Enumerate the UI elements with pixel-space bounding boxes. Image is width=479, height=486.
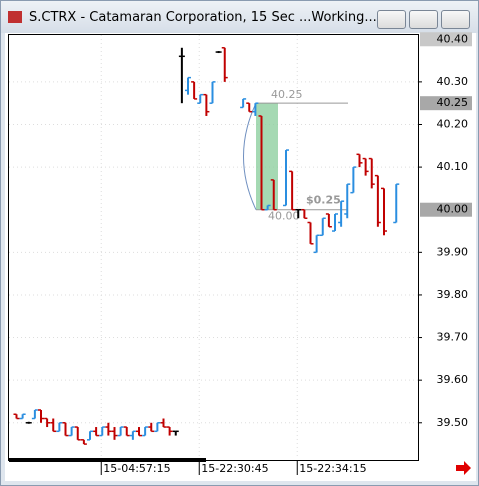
measure-change-label: $0.25 (306, 194, 341, 207)
close-button[interactable] (441, 10, 470, 29)
price-marker-label: 40.25 (437, 96, 469, 109)
x-tick-label: 15-22:34:15 (299, 462, 366, 475)
price-marker (420, 202, 472, 217)
price-marker-label: 40.40 (437, 32, 469, 45)
measure-arc (243, 102, 257, 210)
app-icon (8, 11, 22, 23)
scroll-arrow[interactable] (456, 461, 471, 475)
y-tick-label: 39.70 (437, 331, 469, 344)
plot-frame (8, 34, 419, 461)
y-tick-label: 39.90 (437, 245, 469, 258)
scroll-bar[interactable] (9, 458, 206, 462)
price-marker (420, 96, 472, 111)
y-tick-label: 39.60 (437, 373, 469, 386)
x-tick-label: 15-04:57:15 (103, 462, 170, 475)
minimize-button[interactable] (377, 10, 406, 29)
chart-background (5, 33, 476, 481)
measure-high-label: 40.25 (271, 88, 303, 101)
x-tick-label: 15-22:30:45 (201, 462, 268, 475)
measure-low-label: 40.00 (268, 210, 300, 223)
title-bar: S.CTRX - Catamaran Corporation, 15 Sec .… (1, 1, 478, 33)
price-marker-label: 40.00 (437, 203, 469, 216)
window-title: S.CTRX - Catamaran Corporation, 15 Sec .… (29, 10, 377, 25)
y-tick-label: 39.50 (437, 416, 469, 429)
y-tick-label: 40.10 (437, 160, 469, 173)
y-tick-label: 39.80 (437, 288, 469, 301)
price-marker (420, 32, 472, 47)
maximize-button[interactable] (409, 10, 438, 29)
y-tick-label: 40.30 (437, 75, 469, 88)
y-tick-label: 40.20 (437, 117, 469, 130)
